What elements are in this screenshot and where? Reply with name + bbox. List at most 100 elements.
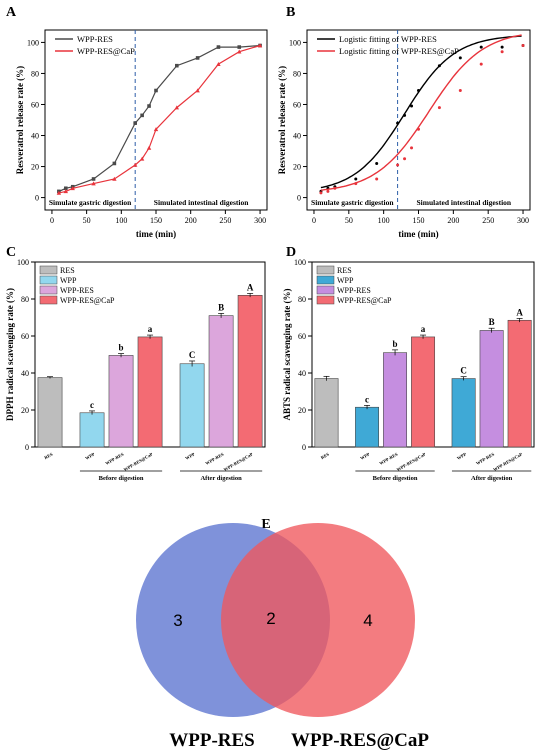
significance-letter: C bbox=[460, 366, 467, 376]
bar bbox=[179, 363, 205, 448]
panel-d-bar-chart: D 0 20 40 60 80 100 ABTS radical scavenging ra… bbox=[282, 245, 535, 482]
significance-letter: A bbox=[247, 282, 254, 292]
data-point bbox=[333, 186, 337, 190]
data-point bbox=[133, 121, 137, 125]
data-point bbox=[396, 121, 400, 125]
legend-swatch bbox=[316, 295, 335, 305]
data-point bbox=[354, 177, 358, 181]
y-tick-label: 100 bbox=[27, 38, 39, 47]
legend-swatch bbox=[39, 295, 58, 305]
data-point bbox=[479, 45, 483, 49]
x-tick-label: WPP bbox=[84, 451, 95, 460]
x-tick-label: 250 bbox=[482, 216, 494, 225]
significance-letter: A bbox=[516, 307, 523, 317]
data-point bbox=[257, 43, 263, 48]
series-line bbox=[58, 44, 261, 194]
phase-label-intestinal: Simulated intestinal digestion bbox=[154, 198, 249, 207]
y-axis-label: ABTS radical scavenging rate (%) bbox=[282, 289, 292, 421]
x-tick-label: 50 bbox=[83, 216, 91, 225]
x-tick-label: 300 bbox=[254, 216, 266, 225]
data-point bbox=[64, 186, 68, 191]
legend-label: WPP-RES bbox=[77, 34, 113, 44]
x-tick-label: WPP bbox=[359, 451, 370, 460]
phase-label-intestinal: Simulated intestinal digestion bbox=[416, 198, 511, 207]
y-tick-label: 20 bbox=[293, 163, 301, 172]
data-point bbox=[174, 105, 180, 110]
significance-letter: b bbox=[119, 343, 124, 353]
legend-label: WPP-RES@CaP bbox=[60, 296, 115, 305]
bar bbox=[108, 355, 134, 448]
significance-letter: c bbox=[90, 400, 94, 410]
x-tick-label: 250 bbox=[219, 216, 231, 225]
phase-label-gastric: Simulate gastric digestion bbox=[311, 198, 394, 207]
y-tick-label: 80 bbox=[31, 69, 39, 78]
group-label: Before digestion bbox=[99, 475, 144, 482]
y-tick-label: 20 bbox=[31, 163, 39, 172]
legend-label: Logistic fitting of WPP-RES bbox=[339, 34, 437, 44]
x-tick-label: WPP-RES@CaP bbox=[492, 451, 523, 472]
data-point bbox=[458, 89, 462, 93]
panel-c-letter: C bbox=[6, 245, 16, 260]
data-point bbox=[237, 45, 242, 49]
x-tick-label: WPP-RES bbox=[379, 451, 399, 466]
bar bbox=[79, 412, 105, 448]
x-tick-label: WPP-RES@CaP bbox=[123, 451, 154, 472]
bar bbox=[479, 330, 504, 448]
y-axis-label: Resveratrol release rate (%) bbox=[277, 66, 287, 174]
y-axis-label: DPPH radical scavenging rate (%) bbox=[5, 288, 15, 421]
x-tick-label: 100 bbox=[115, 216, 127, 225]
data-point bbox=[153, 127, 159, 132]
y-tick-label: 0 bbox=[297, 194, 301, 203]
data-point bbox=[403, 113, 407, 117]
panel-b-letter: B bbox=[286, 5, 295, 20]
x-tick-label: 150 bbox=[413, 216, 425, 225]
venn-label-left: WPP-RES bbox=[169, 730, 255, 751]
plot-frame bbox=[306, 29, 531, 211]
data-point bbox=[500, 45, 504, 49]
data-point bbox=[56, 190, 62, 195]
x-tick-label: 50 bbox=[345, 216, 353, 225]
y-tick-label: 60 bbox=[31, 100, 39, 109]
panel-e-venn-diagram: E 3 2 4 WPP-RES WPP-RES@CaP bbox=[136, 517, 429, 751]
x-tick-label: RES bbox=[320, 451, 331, 460]
significance-letter: C bbox=[189, 350, 196, 360]
venn-right-count: 4 bbox=[363, 611, 372, 630]
data-point bbox=[63, 189, 69, 194]
significance-letter: B bbox=[489, 317, 495, 327]
data-point bbox=[140, 113, 144, 118]
y-tick-label: 40 bbox=[298, 369, 306, 378]
data-point bbox=[500, 50, 504, 54]
data-point bbox=[437, 64, 441, 68]
bar bbox=[451, 378, 476, 448]
panel-a-letter: A bbox=[6, 5, 17, 20]
legend-label: RES bbox=[337, 266, 352, 275]
legend-label: RES bbox=[60, 266, 75, 275]
series-line bbox=[58, 44, 261, 192]
x-tick-label: WPP-RES@CaP bbox=[223, 451, 254, 472]
data-point bbox=[91, 177, 96, 181]
data-point bbox=[354, 182, 358, 186]
y-tick-label: 100 bbox=[294, 258, 306, 267]
data-point bbox=[70, 186, 75, 191]
panel-a-line-chart: A 0 20 40 60 80 100 0 50 100 150 200 250 300 time (mi… bbox=[6, 5, 268, 239]
bar bbox=[314, 378, 339, 448]
venn-circle-right bbox=[221, 523, 415, 717]
plot-frame bbox=[44, 29, 268, 211]
venn-label-right: WPP-RES@CaP bbox=[291, 730, 429, 751]
y-tick-label: 80 bbox=[21, 295, 29, 304]
x-axis-label: time (min) bbox=[398, 229, 438, 239]
y-axis-label: Resveratrol release rate (%) bbox=[15, 66, 25, 174]
data-point bbox=[410, 104, 414, 108]
x-tick-label: WPP bbox=[456, 451, 467, 460]
legend-label: WPP-RES@CaP bbox=[337, 296, 392, 305]
data-point bbox=[147, 104, 151, 108]
data-point bbox=[132, 162, 138, 167]
x-tick-label: 0 bbox=[312, 216, 316, 225]
y-tick-label: 40 bbox=[21, 369, 29, 378]
fit-curve bbox=[320, 35, 522, 189]
data-point bbox=[195, 88, 200, 93]
x-tick-label: WPP bbox=[184, 451, 195, 460]
legend-swatch bbox=[39, 285, 58, 295]
data-point bbox=[237, 49, 242, 54]
legend-label: WPP-RES bbox=[60, 286, 94, 295]
